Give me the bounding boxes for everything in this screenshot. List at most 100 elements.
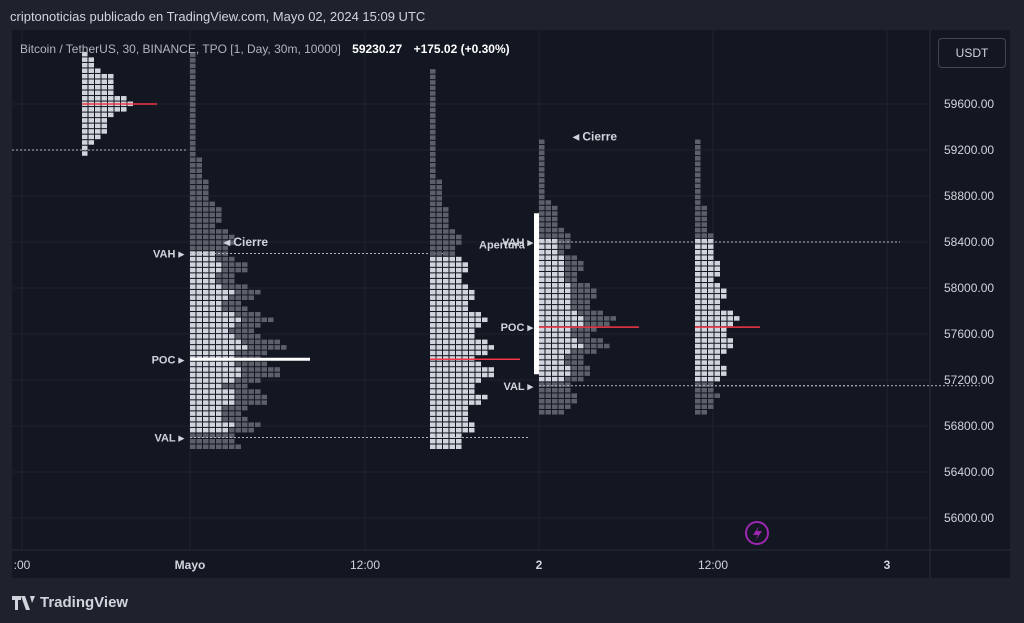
tpo-cell	[584, 349, 590, 354]
tpo-cell	[88, 118, 94, 123]
tpo-cell	[430, 278, 436, 284]
tpo-cell	[443, 444, 449, 449]
tpo-cell	[281, 345, 287, 350]
tpo-cell	[235, 383, 241, 389]
chart-legend: Bitcoin / TetherUS, 30, BINANCE, TPO [1,…	[20, 42, 510, 56]
tpo-cell	[436, 323, 442, 328]
chart-canvas[interactable]: 59600.00 59200.00 58800.00 58400.00 58000.00…	[12, 30, 1010, 578]
tpo-cell	[456, 367, 462, 372]
tpo-cell	[235, 416, 241, 422]
tpo-cell	[203, 212, 209, 218]
tpo-cell	[558, 233, 564, 238]
tpo-cell	[196, 427, 202, 433]
tpo-cell	[539, 205, 545, 211]
tpo-cell	[229, 411, 235, 416]
tpo-cell	[714, 316, 720, 321]
tpo-cell	[552, 255, 558, 260]
tpo-cell	[558, 343, 564, 349]
tpo-cell	[229, 433, 235, 438]
tpo-cell	[235, 361, 241, 367]
tpo-cell	[558, 266, 564, 271]
tpo-cell	[456, 411, 462, 416]
tpo-cell	[430, 223, 436, 229]
tpo-cell	[430, 444, 436, 449]
tpo-cell	[449, 262, 455, 267]
tpo-cell	[695, 260, 701, 266]
tpo-cell	[216, 405, 222, 411]
tpo-cell	[82, 123, 88, 129]
tpo-cell	[430, 245, 436, 251]
tpo-cell	[261, 367, 267, 372]
tpo-cell	[430, 129, 436, 135]
tpo-cell	[695, 172, 701, 178]
tpo-cell	[727, 316, 733, 321]
tpo-cell	[203, 416, 209, 422]
tpo-cell	[701, 288, 707, 294]
tpo-cell	[196, 240, 202, 245]
tpo-cell	[456, 262, 462, 267]
tpo-cell	[552, 376, 558, 382]
tpo-cell	[449, 433, 455, 438]
x-tick-label: 2	[536, 558, 543, 572]
tpo-cell	[565, 260, 571, 266]
tpo-cell	[708, 272, 714, 277]
tpo-cell	[558, 371, 564, 376]
tpo-cell	[475, 312, 481, 317]
tpo-cell	[462, 383, 468, 389]
tpo-cell	[571, 321, 577, 327]
tpo-cell	[462, 289, 468, 295]
tpo-cell	[449, 229, 455, 234]
tpo-cell	[578, 294, 584, 299]
tpo-cell	[701, 255, 707, 260]
tpo-cell	[695, 244, 701, 249]
tpo-cell	[456, 273, 462, 278]
tpo-cell	[610, 316, 616, 321]
tpo-cell	[222, 433, 228, 438]
tpo-cell	[216, 350, 222, 356]
tpo-cell	[190, 273, 196, 278]
tpo-cell	[242, 383, 248, 389]
tpo-cell	[82, 79, 88, 84]
tpo-cell	[443, 422, 449, 427]
tpo-cell	[430, 69, 436, 74]
tpo-cell	[721, 332, 727, 338]
tpo-cell	[196, 223, 202, 229]
tpo-cell	[558, 294, 564, 299]
tpo-cell	[695, 277, 701, 283]
tpo-cell	[721, 310, 727, 316]
tpo-cell	[209, 251, 215, 256]
tpo-cell	[714, 338, 720, 343]
tpo-cell	[456, 278, 462, 284]
y-tick-label: 58400.00	[944, 235, 994, 249]
tpo-cell	[430, 317, 436, 323]
tpo-cell	[565, 321, 571, 327]
tpo-cell	[539, 249, 545, 255]
tpo-cell	[209, 234, 215, 240]
chart-panel[interactable]: 59600.00 59200.00 58800.00 58400.00 58000.00…	[12, 30, 1010, 578]
tpo-cell	[552, 294, 558, 299]
tpo-cell	[475, 317, 481, 323]
tpo-cell	[578, 321, 584, 327]
currency-button[interactable]: USDT	[938, 38, 1006, 68]
tpo-cell	[469, 422, 475, 427]
tpo-cell	[449, 339, 455, 345]
tpo-cell	[449, 245, 455, 251]
tpo-cell	[190, 427, 196, 433]
tpo-cell	[248, 345, 254, 350]
tpo-cell	[449, 328, 455, 334]
tpo-cell	[430, 422, 436, 427]
tpo-cell	[436, 405, 442, 411]
tpo-cell	[443, 416, 449, 422]
tpo-cell	[443, 245, 449, 251]
tpo-cell	[565, 382, 571, 387]
tpo-cell	[235, 334, 241, 339]
tpo-cell	[101, 129, 107, 134]
tpo-cell	[475, 378, 481, 383]
close-label: ◂ Cierre	[572, 129, 617, 143]
tpo-cell	[545, 205, 551, 211]
tpo-cell	[229, 295, 235, 300]
tpo-cell	[701, 310, 707, 316]
tpo-cell	[209, 339, 215, 345]
tpo-cell	[242, 289, 248, 295]
tpo-cell	[436, 389, 442, 394]
